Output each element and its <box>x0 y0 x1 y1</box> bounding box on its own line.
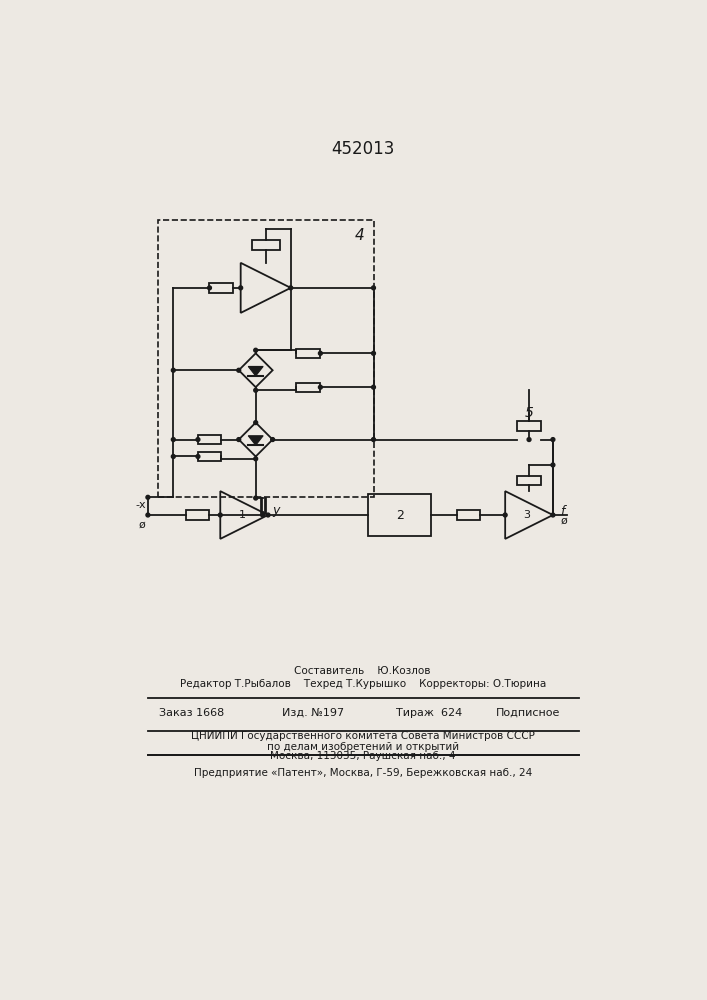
Circle shape <box>372 286 375 290</box>
Bar <box>198 435 221 444</box>
Circle shape <box>503 513 507 517</box>
Text: 4: 4 <box>355 228 365 243</box>
Text: 1: 1 <box>238 510 245 520</box>
Circle shape <box>551 438 555 441</box>
Text: 3: 3 <box>523 510 530 520</box>
Circle shape <box>372 385 375 389</box>
Text: Заказ 1668: Заказ 1668 <box>160 708 225 718</box>
Bar <box>457 510 480 520</box>
Circle shape <box>196 438 200 441</box>
Circle shape <box>254 421 257 425</box>
Circle shape <box>237 438 240 441</box>
Circle shape <box>218 513 222 517</box>
Circle shape <box>254 388 257 392</box>
Bar <box>296 349 320 358</box>
Text: y: y <box>273 504 280 517</box>
Circle shape <box>146 513 150 517</box>
Text: Редактор Т.Рыбалов    Техред Т.Курышко    Корректоры: О.Тюрина: Редактор Т.Рыбалов Техред Т.Курышко Корр… <box>180 679 546 689</box>
Text: Подписное: Подписное <box>496 708 560 718</box>
Bar <box>252 240 279 250</box>
Text: ø: ø <box>561 515 567 525</box>
Text: f: f <box>561 505 565 518</box>
Circle shape <box>208 286 211 290</box>
Bar <box>198 452 221 461</box>
Text: ø: ø <box>139 520 146 530</box>
Circle shape <box>318 385 322 389</box>
Circle shape <box>146 495 150 499</box>
Circle shape <box>171 455 175 458</box>
Circle shape <box>196 455 200 458</box>
Bar <box>517 476 542 485</box>
Circle shape <box>527 438 531 441</box>
Circle shape <box>271 438 274 441</box>
Circle shape <box>372 438 375 441</box>
Bar <box>296 383 320 392</box>
Text: 2: 2 <box>396 509 404 522</box>
Text: ЦНИИПИ Государственного комитета Совета Министров СССР: ЦНИИПИ Государственного комитета Совета … <box>191 731 534 741</box>
Bar <box>186 510 209 520</box>
Text: -x: -x <box>135 500 146 510</box>
Text: Предприятие «Патент», Москва, Г-59, Бережковская наб., 24: Предприятие «Патент», Москва, Г-59, Бере… <box>194 768 532 778</box>
Text: 452013: 452013 <box>331 140 395 158</box>
Circle shape <box>254 348 257 352</box>
Bar <box>158 220 373 497</box>
Polygon shape <box>248 436 263 445</box>
Circle shape <box>254 457 257 461</box>
Circle shape <box>372 351 375 355</box>
Circle shape <box>551 513 555 517</box>
Bar <box>368 494 431 536</box>
Circle shape <box>551 463 555 467</box>
Circle shape <box>239 286 243 290</box>
Text: Составитель    Ю.Козлов: Составитель Ю.Козлов <box>295 666 431 676</box>
Text: Тираж  624: Тираж 624 <box>396 708 462 718</box>
Circle shape <box>261 513 264 517</box>
Circle shape <box>318 351 322 355</box>
Circle shape <box>266 513 270 517</box>
Text: 5: 5 <box>525 406 534 420</box>
Circle shape <box>288 286 293 290</box>
Text: Изд. №197: Изд. №197 <box>282 708 344 718</box>
Polygon shape <box>248 366 263 376</box>
Circle shape <box>171 368 175 372</box>
Text: Москва, 113035, Раушская наб., 4: Москва, 113035, Раушская наб., 4 <box>270 751 455 761</box>
Circle shape <box>254 496 257 500</box>
Text: по делам изобретений и открытий: по делам изобретений и открытий <box>267 742 459 752</box>
Bar <box>209 283 233 293</box>
Bar <box>517 421 542 431</box>
Circle shape <box>171 438 175 441</box>
Circle shape <box>237 368 240 372</box>
